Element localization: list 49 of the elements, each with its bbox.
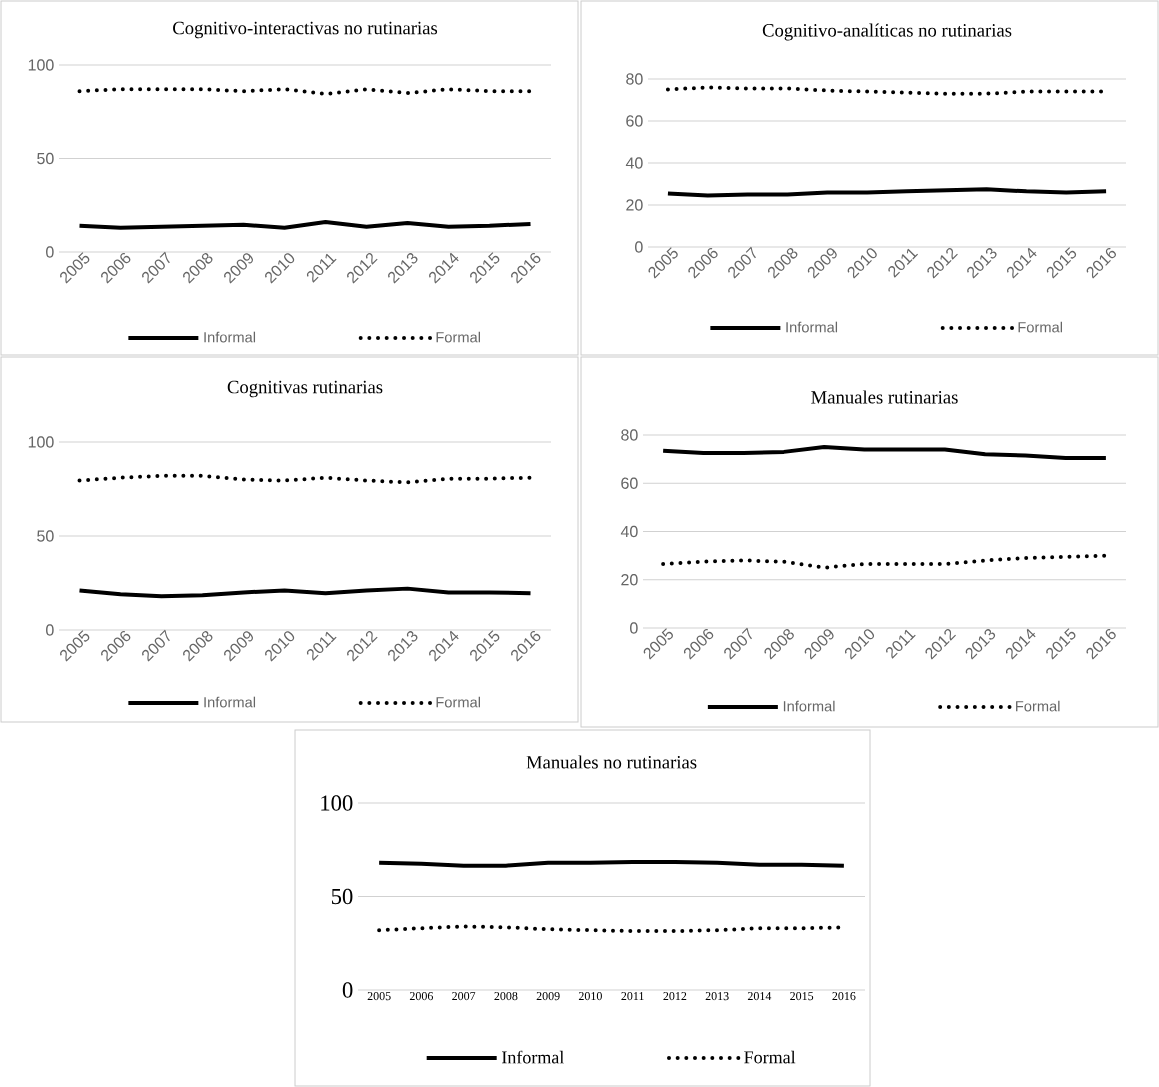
x-tick-label: 2014: [747, 992, 772, 1001]
y-tick-label: 50: [331, 888, 353, 905]
y-tick-label: 80: [626, 73, 643, 85]
y-tick-label: 100: [28, 436, 54, 448]
legend-label: Formal: [1018, 321, 1062, 333]
y-tick-label: 0: [342, 982, 353, 998]
legend-label: Formal: [744, 1050, 796, 1064]
y-tick-label: 0: [630, 622, 638, 634]
chart-title: Cognitivo-interactivas no rutinarias: [173, 21, 438, 39]
y-tick-label: 60: [621, 477, 638, 489]
x-tick-label: 2007: [452, 992, 476, 1001]
x-tick-label: 2009: [536, 992, 560, 1001]
chart-title: Cognitivas rutinarias: [227, 380, 383, 398]
legend-label: Informal: [783, 700, 835, 712]
legend-label: Formal: [436, 696, 480, 708]
legend-label: Informal: [204, 331, 256, 343]
legend-label: Formal: [436, 331, 480, 343]
line-series: [77, 586, 533, 599]
legend-label: Informal: [204, 696, 256, 708]
y-tick-label: 0: [46, 624, 54, 636]
chart-title: Manuales rutinarias: [811, 390, 958, 404]
chart-title: Manuales no rutinarias: [526, 755, 697, 769]
y-tick-label: 100: [28, 59, 54, 71]
line-series: [77, 473, 533, 485]
legend-label: Formal: [1016, 700, 1060, 712]
line-series: [665, 187, 1109, 198]
y-tick-label: 50: [37, 152, 54, 165]
x-tick-label: 2008: [494, 992, 518, 1001]
legend-label: Informal: [786, 321, 838, 333]
chart-title: Cognitivo-analíticas no rutinarias: [762, 23, 1012, 41]
y-tick-label: 0: [635, 241, 643, 253]
x-tick-label: 2015: [790, 992, 814, 1001]
y-tick-label: 20: [621, 574, 638, 586]
y-tick-label: 60: [626, 115, 643, 127]
x-tick-label: 2005: [367, 992, 391, 1001]
legend-label: Informal: [502, 1050, 564, 1064]
x-tick-label: 2016: [832, 992, 856, 1001]
x-tick-label: 2012: [663, 992, 687, 1001]
x-tick-label: 2011: [621, 992, 644, 1001]
y-tick-label: 40: [625, 157, 643, 169]
y-tick-label: 80: [621, 429, 638, 441]
y-tick-label: 0: [46, 246, 54, 258]
y-tick-label: 100: [321, 795, 353, 811]
x-tick-label: 2013: [705, 992, 729, 1001]
y-tick-label: 20: [626, 199, 643, 211]
x-tick-label: 2010: [578, 992, 602, 1001]
y-tick-label: 50: [37, 530, 54, 542]
x-tick-label: 2006: [409, 992, 434, 1001]
y-tick-label: 40: [620, 525, 638, 538]
